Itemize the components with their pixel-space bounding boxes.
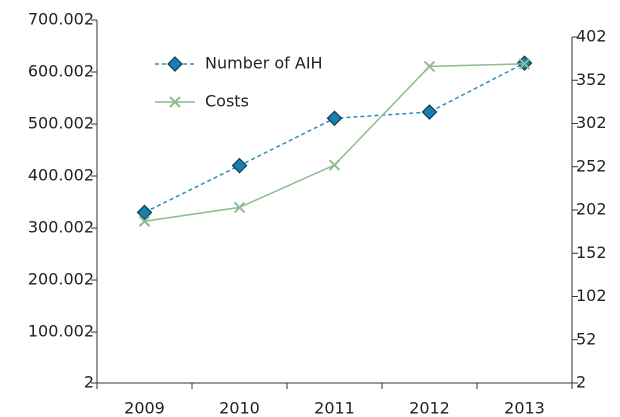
- y2-tick-label: 252: [576, 156, 607, 175]
- legend-marker: [167, 56, 183, 72]
- data-point: [518, 58, 531, 70]
- data-point: [231, 157, 248, 174]
- data-point: [328, 159, 341, 171]
- x-tick-label: 2009: [124, 399, 165, 417]
- y-tick-label: 2: [84, 373, 94, 392]
- data-point: [326, 110, 343, 127]
- data-point: [136, 204, 153, 221]
- data-point: [423, 60, 436, 73]
- y2-tick-label: 302: [576, 113, 607, 132]
- series-line: [144, 62, 525, 214]
- legend-label: Costs: [205, 92, 249, 111]
- data-point: [421, 104, 438, 120]
- data-point: [138, 215, 151, 227]
- y-tick-label: 400.002: [28, 166, 94, 185]
- data-point: [233, 201, 246, 214]
- series-line: [144, 63, 525, 222]
- y-tick-label: 100.002: [28, 322, 94, 341]
- y2-tick-label: 2: [576, 373, 586, 392]
- y2-tick-label: 152: [576, 243, 607, 262]
- y2-tick-label: 352: [576, 70, 607, 89]
- legend-marker: [169, 96, 181, 108]
- y-tick-label: 500.002: [28, 114, 94, 133]
- x-tick-label: 2011: [314, 399, 355, 417]
- x-tick-label: 2012: [409, 399, 450, 417]
- x-tick-label: 2013: [504, 399, 545, 417]
- y-tick-label: 200.002: [28, 270, 94, 289]
- y2-tick-label: 102: [576, 286, 607, 305]
- y2-tick-label: 202: [576, 200, 607, 219]
- y2-tick-label: 52: [576, 329, 596, 348]
- y2-tick-label: 402: [576, 27, 607, 46]
- x-tick-label: 2010: [219, 399, 260, 417]
- y-tick-label: 700.002: [28, 10, 94, 29]
- y-tick-label: 300.002: [28, 218, 94, 237]
- legend-label: Number of AIH: [205, 54, 323, 73]
- y-tick-label: 600.002: [28, 62, 94, 81]
